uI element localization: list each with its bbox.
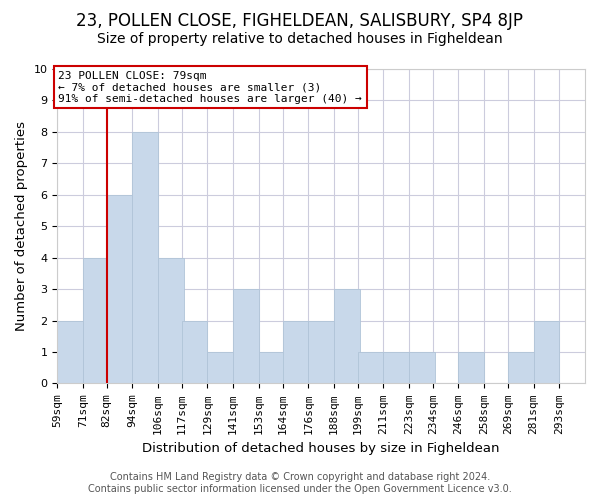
Y-axis label: Number of detached properties: Number of detached properties xyxy=(15,121,28,331)
Bar xyxy=(409,352,435,384)
Bar xyxy=(133,132,158,384)
Bar xyxy=(358,352,383,384)
Bar xyxy=(83,258,109,384)
Bar xyxy=(107,195,133,384)
Text: Contains HM Land Registry data © Crown copyright and database right 2024.
Contai: Contains HM Land Registry data © Crown c… xyxy=(88,472,512,494)
Text: 23, POLLEN CLOSE, FIGHELDEAN, SALISBURY, SP4 8JP: 23, POLLEN CLOSE, FIGHELDEAN, SALISBURY,… xyxy=(77,12,523,30)
Bar xyxy=(233,289,259,384)
X-axis label: Distribution of detached houses by size in Figheldean: Distribution of detached houses by size … xyxy=(142,442,500,455)
Bar xyxy=(208,352,233,384)
Bar xyxy=(334,289,360,384)
Bar xyxy=(259,352,284,384)
Bar xyxy=(182,320,208,384)
Bar xyxy=(383,352,409,384)
Bar xyxy=(508,352,533,384)
Bar xyxy=(458,352,484,384)
Bar xyxy=(158,258,184,384)
Bar xyxy=(57,320,83,384)
Bar xyxy=(308,320,334,384)
Text: 23 POLLEN CLOSE: 79sqm
← 7% of detached houses are smaller (3)
91% of semi-detac: 23 POLLEN CLOSE: 79sqm ← 7% of detached … xyxy=(58,70,362,104)
Bar xyxy=(533,320,559,384)
Bar xyxy=(283,320,308,384)
Text: Size of property relative to detached houses in Figheldean: Size of property relative to detached ho… xyxy=(97,32,503,46)
